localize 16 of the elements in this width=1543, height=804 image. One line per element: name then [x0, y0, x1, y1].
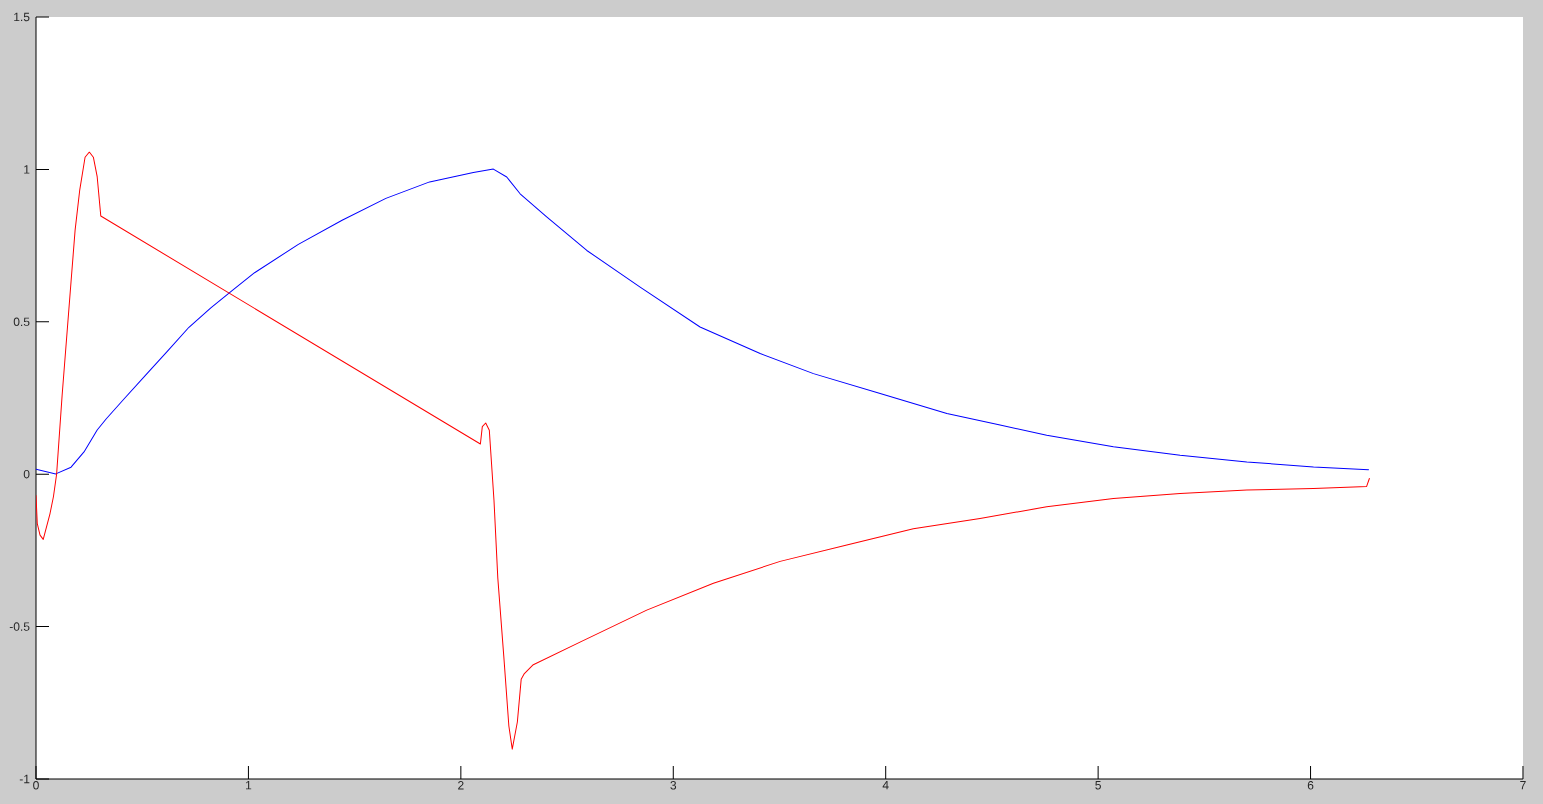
y-tick-label: -1	[19, 774, 30, 784]
x-tick-label: 4	[882, 781, 889, 790]
x-tick-label: 6	[1307, 781, 1314, 790]
x-tick-label: 3	[670, 781, 677, 790]
line-series	[36, 168, 1370, 475]
y-tick-label: 0	[23, 469, 30, 479]
line-series	[36, 151, 1370, 750]
x-tick-label: 7	[1520, 781, 1526, 790]
y-tick-label: 0.5	[13, 317, 30, 327]
x-tick-label: 1	[246, 781, 252, 790]
x-tick-label: 0	[33, 781, 39, 790]
y-tick-label: 1	[24, 165, 30, 174]
y-tick-label: 1.5	[14, 12, 30, 22]
y-tick-label: -0.5	[9, 622, 30, 631]
x-tick-label: 5	[1095, 781, 1101, 790]
x-tick-label: 2	[458, 781, 464, 790]
